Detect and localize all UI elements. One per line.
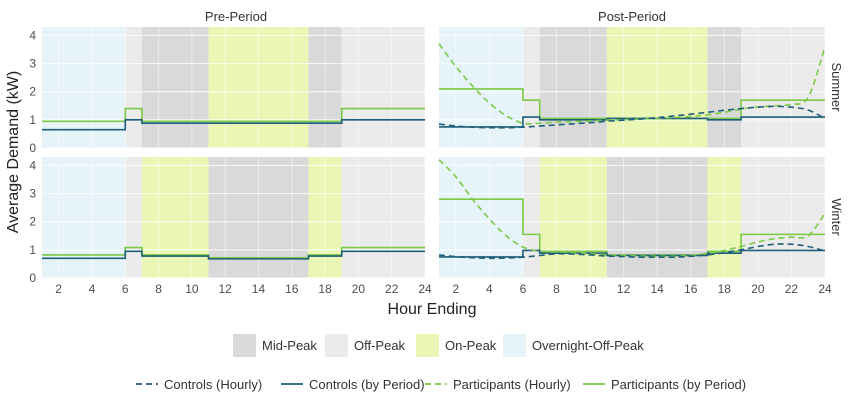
x-tick-label: 22 xyxy=(785,282,799,296)
x-tick-label: 2 xyxy=(55,282,62,296)
legend-key-on-peak xyxy=(416,334,439,357)
legend-label: Controls (Hourly) xyxy=(164,377,262,392)
series-controls-by-period xyxy=(42,250,425,260)
legend-key-overnight-off-peak xyxy=(503,334,526,357)
period-band-off-peak xyxy=(522,27,540,148)
period-band-off-peak xyxy=(125,157,142,278)
series-controls-hourly xyxy=(438,105,826,129)
x-tick-label: 12 xyxy=(218,282,232,296)
period-band-off-peak xyxy=(341,27,425,148)
period-band-off-peak xyxy=(741,27,825,148)
period-band-off-peak xyxy=(741,157,825,278)
period-band-off-peak xyxy=(522,157,540,278)
column-strip-pre-period: Pre-Period xyxy=(205,9,267,24)
panel-post-period-summer xyxy=(438,27,826,149)
y-tick-label: 1 xyxy=(29,243,36,257)
legend-label: Mid-Peak xyxy=(262,338,317,353)
x-tick-label: 20 xyxy=(751,282,765,296)
y-tick-label: 3 xyxy=(29,187,36,201)
row-strip-winter: Winter xyxy=(829,198,844,236)
x-tick-label: 14 xyxy=(650,282,664,296)
legend-label: Off-Peak xyxy=(354,338,406,353)
x-tick-label: 14 xyxy=(252,282,266,296)
series-controls-by-period xyxy=(42,119,425,131)
y-tick-label: 4 xyxy=(29,28,36,42)
period-band-overnight-off-peak xyxy=(439,27,523,148)
row-strip-summer: Summer xyxy=(829,62,844,112)
legend-label: Controls (by Period) xyxy=(309,377,425,392)
x-tick-label: 22 xyxy=(385,282,399,296)
x-axis-title: Hour Ending xyxy=(388,301,477,318)
period-band-mid-peak xyxy=(141,27,209,148)
period-band-overnight-off-peak xyxy=(439,157,523,278)
period-band-off-peak xyxy=(125,27,142,148)
y-tick-label: 2 xyxy=(29,215,36,229)
period-band-on-peak xyxy=(539,157,607,278)
x-tick-label: 10 xyxy=(185,282,199,296)
column-strip-post-period: Post-Period xyxy=(598,9,666,24)
y-tick-label: 2 xyxy=(29,85,36,99)
y-tick-label: 3 xyxy=(29,57,36,71)
y-tick-label: 0 xyxy=(29,271,36,285)
x-tick-label: 12 xyxy=(617,282,631,296)
y-tick-label: 0 xyxy=(29,141,36,155)
series-participants-hourly xyxy=(438,159,826,258)
panel-post-period-winter: 2 4 6 8 10 12 14 16 18 20 22 24 xyxy=(438,157,832,296)
x-tick-label: 8 xyxy=(155,282,162,296)
period-band-overnight-off-peak xyxy=(42,157,126,278)
period-band-overnight-off-peak xyxy=(42,27,126,148)
legend-key-mid-peak xyxy=(233,334,256,357)
x-tick-label: 8 xyxy=(553,282,560,296)
period-band-on-peak xyxy=(141,157,209,278)
series-controls-hourly xyxy=(438,243,826,260)
series-controls-by-period xyxy=(439,249,825,258)
period-band-off-peak xyxy=(341,157,425,278)
x-tick-label: 18 xyxy=(718,282,732,296)
x-tick-label: 6 xyxy=(122,282,129,296)
y-tick-label: 4 xyxy=(29,158,36,172)
x-tick-label: 24 xyxy=(418,282,432,296)
series-controls-by-period xyxy=(439,116,825,128)
legend: Mid-Peak Off-Peak On-Peak Overnight-Off-Pea… xyxy=(136,334,746,392)
legend-label: Participants (Hourly) xyxy=(453,377,571,392)
x-tick-label: 16 xyxy=(684,282,698,296)
legend-label: On-Peak xyxy=(445,338,497,353)
y-axis-title: Average Demand (kW) xyxy=(5,71,22,233)
x-tick-label: 4 xyxy=(486,282,493,296)
x-tick-label: 24 xyxy=(818,282,832,296)
series-participants-by-period xyxy=(42,107,425,123)
x-tick-label: 4 xyxy=(89,282,96,296)
legend-label: Participants (by Period) xyxy=(611,377,746,392)
x-tick-label: 2 xyxy=(452,282,459,296)
x-tick-label: 10 xyxy=(583,282,597,296)
x-tick-label: 20 xyxy=(352,282,366,296)
y-tick-label: 1 xyxy=(29,113,36,127)
x-tick-label: 16 xyxy=(285,282,299,296)
x-tick-label: 18 xyxy=(318,282,332,296)
x-tick-label: 6 xyxy=(520,282,527,296)
legend-label: Overnight-Off-Peak xyxy=(532,338,644,353)
period-band-mid-peak xyxy=(539,27,607,148)
legend-key-off-peak xyxy=(325,334,348,357)
panel-pre-period-summer: 0 1 2 3 4 xyxy=(29,27,426,155)
